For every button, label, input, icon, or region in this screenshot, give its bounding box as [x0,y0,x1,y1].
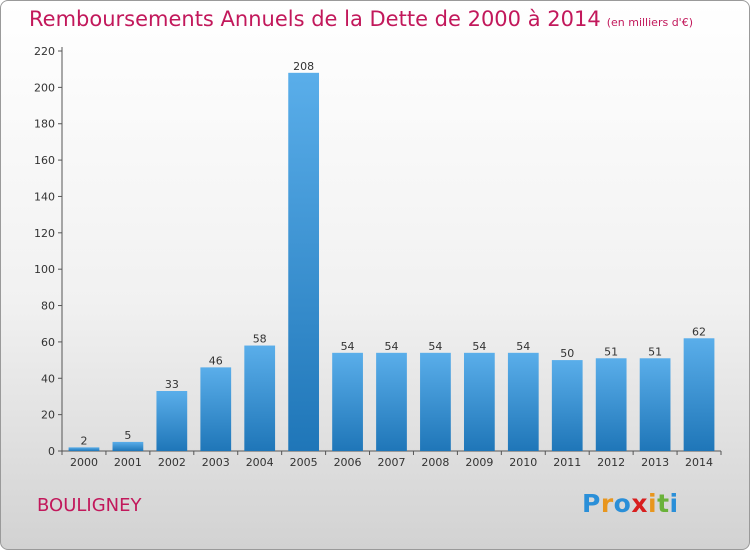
bar-2014 [683,338,715,451]
y-tick-label: 200 [34,81,55,94]
bar-2007 [376,352,407,451]
value-label: 54 [428,340,442,353]
bar-2003 [200,367,232,451]
x-tick-label: 2006 [334,456,362,469]
y-tick-label: 140 [34,190,55,203]
x-tick-label: 2001 [114,456,142,469]
value-label: 46 [209,354,223,367]
bar-2002 [156,391,188,451]
value-label: 58 [253,333,267,346]
value-labels-group: 2 5 33 46 58 208 54 54 54 54 54 50 51 51 62 [80,60,706,448]
x-tick-label: 2003 [202,456,230,469]
bar-2001 [112,441,144,451]
value-label: 54 [472,340,486,353]
x-tick-label: 2014 [685,456,713,469]
proxiti-logo: Proxiti [582,489,679,518]
y-tick-label: 0 [48,445,55,458]
chart-title: Remboursements Annuels de la Dette de 20… [29,7,693,31]
value-label: 2 [80,434,87,447]
value-label: 62 [692,325,706,338]
logo-letter: x [631,489,648,518]
value-label: 54 [341,340,355,353]
logo-letter: i [648,489,658,518]
logo-letter: P [582,489,601,518]
value-label: 50 [560,347,574,360]
bars-group [68,72,715,452]
value-label: 54 [516,340,530,353]
y-tick-label: 60 [41,336,55,349]
value-label: 5 [124,429,131,442]
y-tick-label: 20 [41,409,55,422]
value-label: 51 [648,345,662,358]
x-tick-label: 2002 [158,456,186,469]
y-tick-label: 80 [41,300,55,313]
value-label: 208 [293,60,314,73]
bar-2008 [420,352,451,451]
y-tick-label: 180 [34,118,55,131]
x-tick-label: 2011 [553,456,581,469]
value-label: 33 [165,378,179,391]
y-tick-label: 120 [34,227,55,240]
bar-2006 [332,352,363,451]
bar-2009 [463,352,495,451]
chart-subtitle: (en milliers d'€) [606,16,693,29]
y-axis: 0 20 40 60 80 100 120 140 160 180 200 220 [34,45,63,458]
y-tick-label: 40 [41,372,55,385]
x-tick-label: 2013 [641,456,669,469]
commune-name: BOULIGNEY [37,495,142,516]
x-tick-label: 2007 [378,456,406,469]
bar-2004 [244,345,276,451]
x-tick-label: 2004 [246,456,274,469]
value-label: 51 [604,345,618,358]
title-text: Remboursements Annuels de la Dette de 20… [29,7,601,31]
bar-2012 [595,358,627,451]
logo-letter: o [613,489,632,518]
x-axis: 2000 2001 2002 2003 2004 2005 2006 2007 2008 2009… [61,450,722,469]
x-tick-label: 2005 [290,456,318,469]
logo-letter: i [669,489,679,518]
logo-letter: t [657,489,670,518]
y-tick-label: 160 [34,154,55,167]
x-tick-label: 2012 [597,456,625,469]
bar-2013 [639,358,671,451]
bar-2000 [68,447,100,451]
x-tick-label: 2009 [465,456,493,469]
x-tick-label: 2000 [70,456,98,469]
bar-2005 [288,72,320,452]
logo-letter: r [600,489,614,518]
x-tick-label: 2010 [509,456,537,469]
value-label: 54 [385,340,399,353]
x-tick-label: 2008 [421,456,449,469]
y-tick-label: 100 [34,263,55,276]
bar-2010 [507,352,539,451]
bar-2011 [551,360,583,451]
y-tick-label: 220 [34,45,55,58]
